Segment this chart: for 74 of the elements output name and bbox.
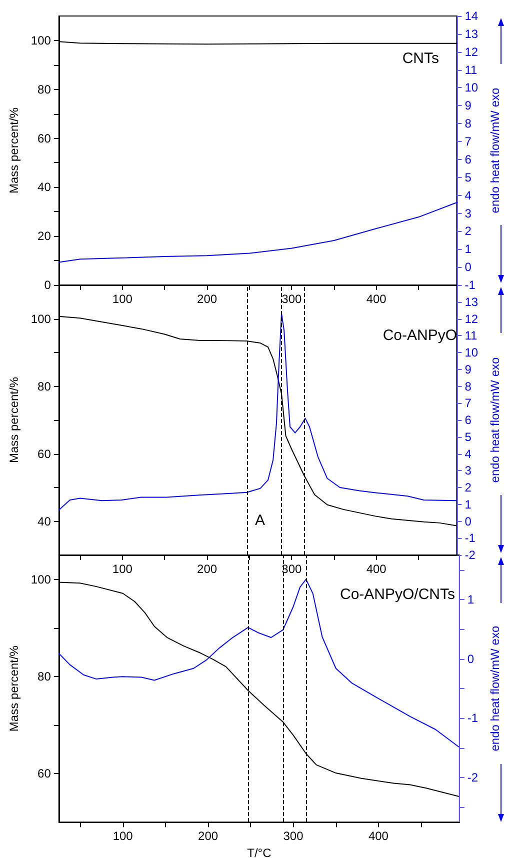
y2-tick-label: 10 — [464, 346, 478, 360]
y2-tick-label: 8 — [464, 116, 472, 131]
y2-tick-label: 2 — [464, 224, 472, 238]
y2-tick-label: 5 — [464, 170, 472, 184]
y2-tick-label: -1 — [464, 531, 476, 546]
annotation: A — [255, 512, 266, 529]
x-tick-label: 300 — [282, 292, 302, 306]
y-axis-title: Mass percent/% — [7, 376, 21, 464]
y2-tick-label: 3 — [464, 464, 472, 478]
y2-tick-label: 14 — [464, 9, 478, 23]
line-series — [58, 578, 460, 748]
y2-tick-label: 1 — [464, 242, 472, 256]
y2-tick-label: 2 — [464, 480, 472, 494]
y2-tick-label: 11 — [464, 62, 478, 77]
x-tick-label: 200 — [197, 562, 218, 576]
y-tick-label: 60 — [38, 131, 52, 146]
x-axis-title: T/°C — [247, 846, 272, 858]
y2-tick-label: 0 — [467, 652, 474, 666]
y-tick-label: 100 — [30, 312, 52, 326]
y2-tick-label: 12 — [464, 312, 478, 326]
x-tick-label: 400 — [366, 562, 387, 576]
y-tick-label: 40 — [38, 180, 52, 194]
annotation: Co-ANPyO/CNTs — [340, 586, 456, 603]
y-tick-label: 80 — [38, 82, 52, 96]
y2-tick-label: 3 — [464, 206, 472, 220]
y2-tick-label: 7 — [464, 396, 472, 410]
annotation: Co-ANPyO — [382, 327, 458, 344]
y-tick-label: 100 — [30, 33, 52, 48]
y2-tick-label: 8 — [464, 379, 472, 394]
y2-tick-label: 0 — [464, 514, 472, 528]
y2-tick-label: 5 — [464, 430, 472, 444]
x-tick-label: 300 — [282, 562, 302, 576]
y-axis-title: Mass percent/% — [7, 645, 21, 732]
x-tick-label: 400 — [366, 292, 387, 306]
x-tick-label: 400 — [368, 829, 389, 844]
y2-tick-label: -2 — [464, 548, 476, 562]
y2-tick-label: -2 — [467, 770, 478, 785]
x-tick-label: 100 — [112, 829, 134, 844]
y2-tick-label: 13 — [464, 26, 478, 41]
y2-tick-label: 11 — [464, 328, 478, 343]
y2-tick-label: 9 — [464, 362, 472, 376]
y2-tick-label: 4 — [464, 446, 472, 461]
y2-tick-label: 10 — [464, 80, 478, 95]
y-tick-label: 60 — [38, 766, 52, 781]
y2-tick-label: -1 — [467, 711, 478, 726]
y2-axis-title: endo heat flow/mW exo — [488, 87, 502, 214]
y2-tick-label: 13 — [464, 294, 478, 309]
y2-tick-label: 6 — [464, 413, 472, 427]
y-tick-label: 100 — [30, 572, 52, 586]
y2-tick-label: 1 — [467, 592, 474, 607]
y2-axis-title: endo heat flow/mW exo — [488, 356, 502, 483]
y2-tick-label: 7 — [464, 134, 472, 149]
y2-tick-label: 9 — [464, 98, 472, 113]
y2-tick-label: 1 — [464, 497, 472, 512]
x-tick-label: 200 — [197, 292, 218, 306]
y-tick-label: 80 — [38, 379, 52, 394]
y2-tick-label: 4 — [464, 188, 472, 202]
annotation: CNTs — [402, 50, 440, 67]
y2-tick-label: 12 — [464, 44, 478, 59]
x-tick-label: 100 — [112, 562, 133, 576]
line-series — [58, 202, 458, 263]
y-axis-title: Mass percent/% — [7, 107, 21, 194]
y2-tick-label: -1 — [464, 278, 476, 292]
y-tick-label: 60 — [38, 446, 52, 461]
x-tick-label: 300 — [283, 829, 304, 844]
y-tick-label: 40 — [38, 514, 52, 528]
y2-tick-label: 0 — [464, 260, 472, 274]
x-tick-label: 100 — [112, 292, 133, 306]
y-tick-label: 80 — [38, 669, 52, 684]
y2-axis-title: endo heat flow/mW exo — [488, 626, 502, 752]
y-tick-label: 0 — [44, 278, 52, 292]
x-tick-label: 200 — [198, 829, 218, 844]
y2-tick-label: 6 — [464, 152, 472, 166]
y-tick-label: 20 — [38, 229, 52, 244]
